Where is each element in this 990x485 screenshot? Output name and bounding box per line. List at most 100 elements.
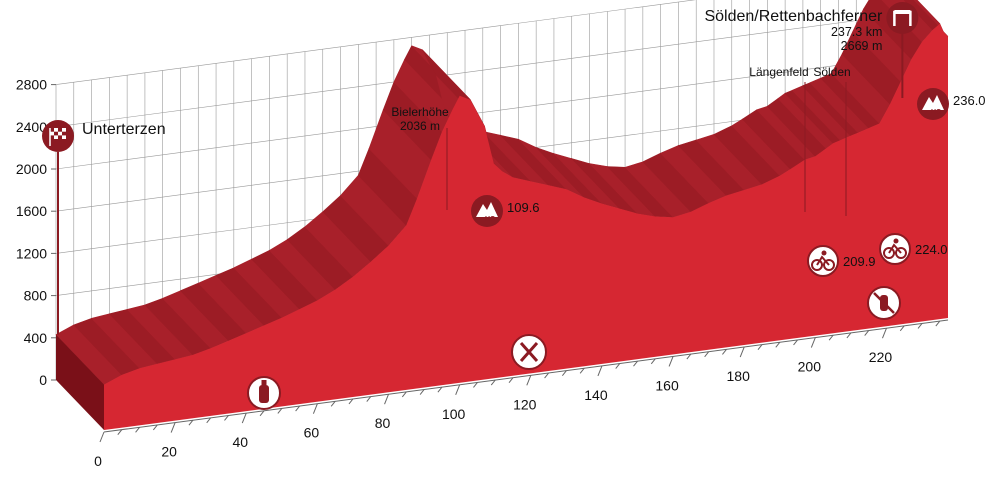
x-tick-label: 140	[584, 387, 608, 403]
x-tick-mark	[401, 391, 407, 398]
flag-square	[50, 128, 54, 132]
x-tick-mark	[882, 327, 887, 339]
y-tick-label: 2800	[16, 77, 47, 93]
x-tick-label: 60	[304, 425, 320, 441]
x-tick-mark	[686, 353, 692, 360]
y-tick-label: 0	[39, 372, 47, 388]
grid-line-horizontal	[55, 0, 696, 85]
x-tick-label: 20	[161, 444, 177, 460]
x-tick-mark	[224, 415, 229, 421]
climb-elevation: 2036 m	[400, 119, 440, 133]
x-tick-mark	[739, 346, 745, 358]
flag-square	[58, 128, 62, 132]
x-tick-label: 40	[232, 434, 248, 450]
x-tick-mark	[722, 349, 727, 355]
knife-line	[519, 342, 539, 362]
sprint-km: 209.9	[843, 254, 876, 269]
x-tick-mark	[633, 360, 638, 367]
x-tick-mark	[526, 375, 532, 386]
x-tick-mark	[579, 367, 585, 374]
x-tick-mark	[419, 389, 425, 395]
x-tick-mark	[348, 398, 354, 405]
x-tick-mark	[152, 424, 158, 431]
flag-square	[54, 131, 58, 136]
finish-arch-banner	[894, 10, 911, 14]
start-name: Unterterzen	[82, 121, 166, 138]
bike-frame	[888, 243, 902, 254]
x-tick-mark	[366, 396, 372, 402]
x-tick-label: 220	[869, 349, 893, 365]
x-tick-mark	[775, 342, 781, 348]
x-tick-mark	[650, 358, 656, 365]
y-tick-label: 400	[24, 330, 48, 346]
x-tick-label: 0	[94, 453, 102, 469]
sprint-marker-ring	[879, 233, 911, 265]
climb-category: HC	[931, 109, 941, 116]
x-axis-line	[103, 319, 949, 433]
x-tick-mark	[935, 320, 941, 327]
x-tick-mark	[810, 337, 816, 348]
x-tick-mark	[846, 332, 852, 339]
water-bottle-icon	[259, 380, 269, 403]
place-name: Sölden	[813, 65, 850, 79]
y-tick-label: 800	[24, 288, 48, 304]
x-tick-label: 80	[375, 415, 391, 431]
climb-km: 236.0	[953, 93, 986, 108]
y-tick-label: 1200	[16, 245, 47, 261]
bike-wheel	[823, 259, 835, 271]
x-tick-mark	[597, 365, 603, 377]
x-tick-label: 160	[655, 377, 679, 393]
x-tick-mark	[828, 334, 834, 341]
mountain-icon	[922, 95, 944, 110]
x-tick-mark	[757, 344, 763, 350]
profile	[55, 0, 949, 430]
flag-square	[58, 135, 62, 140]
x-tick-mark	[99, 431, 105, 443]
feed-zone-icon	[519, 342, 539, 362]
x-tick-label: 100	[442, 406, 466, 422]
finish-elevation: 2669 m	[841, 39, 883, 53]
no-bottle-icon	[873, 292, 895, 314]
x-tick-label: 180	[727, 368, 751, 384]
rider-head	[821, 250, 827, 256]
x-tick-mark	[206, 417, 212, 424]
rider-head	[893, 238, 899, 244]
x-tick-mark	[473, 382, 478, 388]
flag-square	[50, 135, 54, 140]
x-tick-label: 200	[798, 359, 822, 375]
climb-category: HC	[485, 216, 495, 223]
x-tick-mark	[490, 379, 496, 386]
mountain-icon	[476, 202, 498, 217]
checkered-flag-icon	[49, 128, 66, 146]
x-tick-mark	[455, 384, 461, 395]
x-tick-mark	[864, 330, 870, 336]
bottle-cap	[261, 380, 267, 385]
climb-name: Bielerhöhe	[391, 105, 449, 119]
y-tick-label: 2000	[16, 161, 47, 177]
y-axis: 0 400 800 1200 1600 2000 2400 2800	[16, 77, 56, 388]
flag-square	[62, 131, 66, 136]
sprint-marker-ring	[807, 245, 839, 277]
prohibit-line	[873, 292, 895, 314]
finish-distance: 237.3 km	[831, 25, 882, 39]
x-tick-mark	[135, 426, 140, 433]
x-tick-mark	[241, 412, 247, 424]
x-tick-mark	[917, 323, 923, 329]
x-tick-mark	[259, 410, 265, 417]
profile-front-face	[104, 23, 948, 430]
x-tick-mark	[277, 408, 283, 414]
y-tick-label: 1600	[16, 203, 47, 219]
x-tick-mark	[312, 403, 318, 414]
sprint-bike-icon	[811, 250, 835, 271]
x-tick-mark	[793, 339, 798, 346]
x-tick-mark	[384, 394, 389, 405]
x-tick-mark	[295, 405, 301, 412]
x-tick-mark	[704, 351, 710, 358]
x-tick-mark	[188, 419, 194, 426]
x-tick-mark	[668, 356, 674, 367]
x-tick-mark	[508, 377, 514, 384]
x-tick-mark	[561, 370, 567, 376]
x-tick-mark	[544, 372, 549, 379]
